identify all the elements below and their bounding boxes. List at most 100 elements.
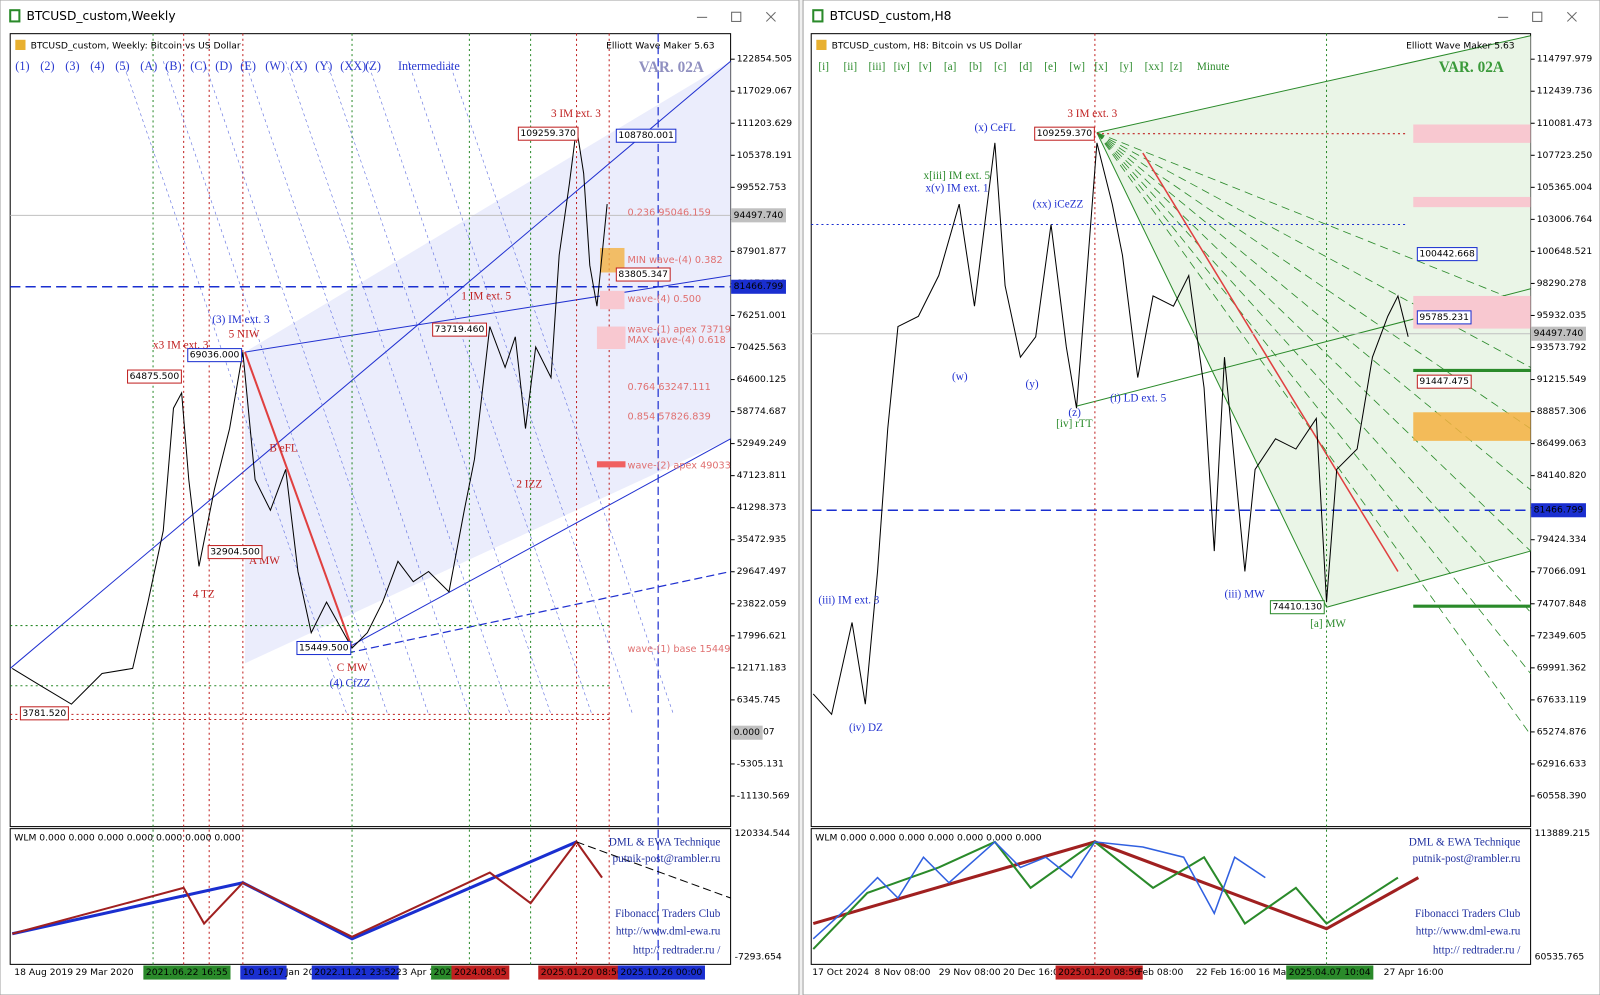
wave-button[interactable]: (C) <box>190 59 206 73</box>
price-label: 52949.249 <box>737 438 787 449</box>
current-price: 0.000 <box>734 727 760 738</box>
wave-button[interactable]: [z] <box>1170 61 1182 73</box>
current-price-box <box>731 279 786 294</box>
wave-button[interactable]: (3) <box>65 59 79 73</box>
price-box: 69036.000 <box>190 350 240 361</box>
wlm-line <box>576 841 731 899</box>
variant: VAR. 02A <box>1439 59 1504 76</box>
price-box-box <box>187 348 243 363</box>
price-label: 99552.753 <box>737 182 787 193</box>
wave-button[interactable]: [y] <box>1120 61 1133 73</box>
time-label: 29 Nov 08:00 <box>939 967 1001 978</box>
wave-button[interactable]: (Y) <box>315 59 332 73</box>
wave-button[interactable]: [w] <box>1069 61 1085 73</box>
time-label: 23 Apr 2 <box>396 967 435 978</box>
price-label: -11130.569 <box>737 790 790 801</box>
wave-button[interactable]: (2) <box>40 59 54 73</box>
time-label: 17 Oct 2024 <box>812 967 869 978</box>
wave-label: (y) <box>1026 378 1039 390</box>
time-label: 2024.08.05 <box>454 967 507 978</box>
price-box: 74410.130 <box>1272 602 1322 613</box>
wave-button[interactable]: (D) <box>215 59 232 73</box>
price-label: 114797.979 <box>1537 54 1593 65</box>
wave-label: x(v) IM ext. 1 <box>926 182 989 194</box>
price-label: 93573.792 <box>1537 342 1587 353</box>
time-label: 2025.01.20 08:56 <box>1058 967 1140 978</box>
price-label: 79424.334 <box>1537 534 1587 545</box>
wave-button[interactable]: (XX) <box>340 59 366 73</box>
wave-button[interactable]: [iv] <box>894 61 910 73</box>
wave-label: 1 IM ext. 5 <box>461 291 511 303</box>
time-label-box <box>311 965 399 980</box>
window-icon <box>812 9 824 23</box>
price-label: 86499.063 <box>1537 438 1587 449</box>
wave-label: 3 IM ext. 3 <box>551 108 601 120</box>
maximize-button[interactable] <box>1532 11 1543 22</box>
wave-button[interactable]: [xx] <box>1145 61 1164 73</box>
credit: http://www.dml-ewa.ru <box>1416 925 1521 937</box>
wave-button[interactable]: (4) <box>90 59 104 73</box>
time-label-box <box>240 965 287 980</box>
fan-dash <box>1096 132 1531 368</box>
price-box: 73719.460 <box>435 324 485 335</box>
indicator-scale: 60535.765 <box>1535 952 1585 963</box>
wave-button[interactable]: (X) <box>290 59 307 73</box>
wave-button[interactable]: (1) <box>15 59 29 73</box>
wave-label: [iv] rTT <box>1056 418 1093 430</box>
close-button[interactable] <box>1566 11 1577 22</box>
price-label: 112439.736 <box>1537 86 1593 97</box>
wave-label: C MW <box>337 662 368 674</box>
wave-button[interactable]: Minute <box>1197 61 1229 73</box>
wave-label: (xx) iCeZZ <box>1033 199 1084 211</box>
wave-label: (iii) IM ext. 3 <box>818 595 879 607</box>
wlm-line <box>812 840 1266 940</box>
wave-button[interactable]: Intermediate <box>398 59 460 73</box>
wave-button[interactable]: [i] <box>818 61 829 73</box>
wave-button[interactable]: (E) <box>240 59 256 73</box>
maximize-button[interactable] <box>731 11 742 22</box>
indicator-area <box>9 828 732 965</box>
price-box-box <box>1416 374 1472 389</box>
wave-button[interactable]: [x] <box>1094 61 1107 73</box>
wave-button[interactable]: (W) <box>265 59 285 73</box>
price-label: 117029.067 <box>737 86 793 97</box>
fib-label: wave-(1) apex 73719 <box>628 325 731 336</box>
time-label: 8 Nov 08:00 <box>874 967 930 978</box>
wave-button[interactable]: (A) <box>140 59 157 73</box>
time-label: Feb 08:00 <box>1138 967 1184 978</box>
wave-button[interactable]: [c] <box>994 61 1006 73</box>
fib-label: 0.236 95046.159 <box>628 207 711 218</box>
fan-dash <box>1096 132 1531 307</box>
wlm-line <box>812 840 1399 950</box>
credit: http://www.dml-ewa.ru <box>616 925 721 937</box>
wave-label: 3 IM ext. 3 <box>1067 108 1117 120</box>
wave-button[interactable]: (Z) <box>365 59 381 73</box>
zone <box>599 290 625 310</box>
wave-button[interactable]: (5) <box>115 59 129 73</box>
price-label: 60558.390 <box>1537 790 1587 801</box>
indicator-scale: 113889.215 <box>1535 828 1591 839</box>
wave-button[interactable]: [d] <box>1019 61 1032 73</box>
price-box: 108780.001 <box>618 130 673 141</box>
wave-button[interactable]: (B) <box>165 59 181 73</box>
price-label: 17996.621 <box>737 630 787 641</box>
fib-fan <box>203 61 429 715</box>
wave-button[interactable]: [ii] <box>843 61 857 73</box>
close-button[interactable] <box>765 11 776 22</box>
zone <box>1413 196 1531 208</box>
fib-label: 0.854 57826.839 <box>628 411 711 422</box>
time-label-box <box>143 965 231 980</box>
wave-label: (x) CeFL <box>974 122 1016 134</box>
wave-button[interactable]: [iii] <box>869 61 886 73</box>
wave-label: 2 IZZ <box>516 478 542 490</box>
wave-button[interactable]: [a] <box>944 61 956 73</box>
current-price-box <box>731 725 763 740</box>
wave-button[interactable]: [e] <box>1044 61 1056 73</box>
wave-button[interactable]: [v] <box>919 61 932 73</box>
channel-line <box>346 570 731 654</box>
credit: Fibonacci Traders Club <box>615 908 721 920</box>
price-label: 74707.848 <box>1537 598 1587 609</box>
price-label: 107723.250 <box>1537 150 1593 161</box>
wave-button[interactable]: [b] <box>969 61 982 73</box>
price-box-box <box>615 128 677 143</box>
